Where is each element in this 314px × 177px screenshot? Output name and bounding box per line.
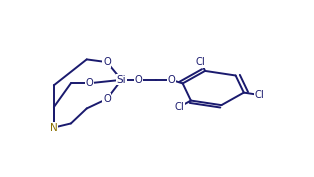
Text: O: O — [135, 75, 143, 85]
Text: O: O — [85, 78, 93, 88]
Text: Si: Si — [117, 75, 126, 85]
Text: Cl: Cl — [255, 90, 265, 100]
Text: N: N — [50, 122, 58, 133]
Text: Cl: Cl — [196, 57, 206, 67]
Text: O: O — [103, 57, 111, 67]
Text: Cl: Cl — [174, 102, 184, 112]
Text: O: O — [103, 94, 111, 104]
Text: O: O — [167, 75, 175, 85]
